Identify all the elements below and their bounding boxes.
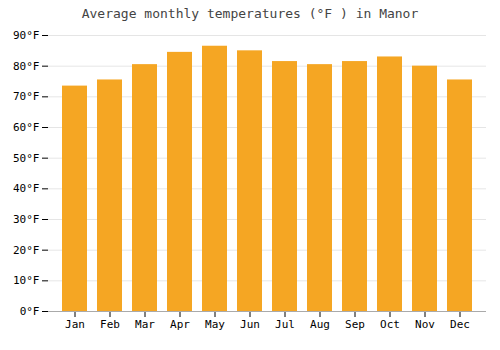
svg-text:Apr: Apr — [170, 318, 190, 331]
svg-text:Jan: Jan — [65, 318, 85, 331]
svg-text:Aug: Aug — [310, 318, 330, 331]
svg-text:Sep: Sep — [345, 318, 365, 331]
svg-text:50°F: 50°F — [13, 152, 40, 165]
svg-text:60°F: 60°F — [13, 121, 40, 134]
svg-text:Jul: Jul — [275, 318, 295, 331]
svg-text:20°F: 20°F — [13, 244, 40, 257]
svg-text:Feb: Feb — [100, 318, 120, 331]
html-text:Average monthly temperatures (: Average monthly temperatures (°F ) in Ma… — [81, 6, 419, 21]
svg-text:Mar: Mar — [135, 318, 155, 331]
svg-text:90°F: 90°F — [13, 29, 40, 42]
svg-text:10°F: 10°F — [13, 274, 40, 287]
svg-text:30°F: 30°F — [13, 213, 40, 226]
svg-text:Nov: Nov — [415, 318, 435, 331]
svg-text:May: May — [205, 318, 225, 331]
svg-text:Jun: Jun — [240, 318, 260, 331]
svg-text:Dec: Dec — [450, 318, 470, 331]
svg-text:0°F: 0°F — [20, 305, 40, 318]
svg-text:40°F: 40°F — [13, 182, 40, 195]
svg-text:Oct: Oct — [380, 318, 400, 331]
svg-text:80°F: 80°F — [13, 60, 40, 73]
svg-text:70°F: 70°F — [13, 90, 40, 103]
